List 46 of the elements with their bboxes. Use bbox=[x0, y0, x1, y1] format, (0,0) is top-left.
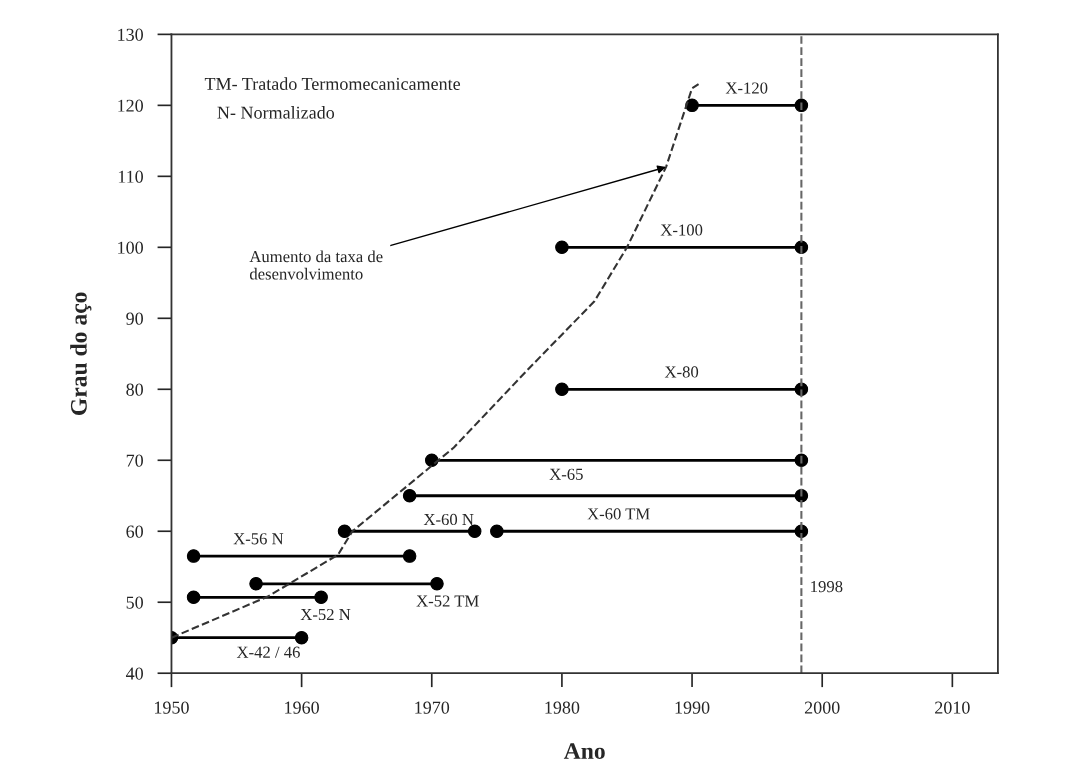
point bbox=[402, 549, 417, 563]
series-label: X-60 N bbox=[423, 513, 474, 526]
series-label: X-60 TM bbox=[587, 508, 650, 520]
series-label: X-56 N bbox=[233, 533, 284, 545]
y-tick-label: 50 bbox=[126, 596, 143, 609]
series-label: X-52 TM bbox=[416, 595, 479, 607]
ref-line-label: 1998 bbox=[811, 580, 843, 593]
y-tick-label: 120 bbox=[118, 99, 143, 112]
x-tick-label: 1980 bbox=[545, 701, 580, 714]
point bbox=[555, 240, 569, 255]
y-tick-label: 60 bbox=[126, 525, 143, 538]
point bbox=[186, 590, 201, 605]
point bbox=[186, 549, 201, 563]
y-tick-label: 100 bbox=[118, 241, 143, 254]
x-tick-label: 1970 bbox=[415, 701, 450, 714]
series-label: X-100 bbox=[660, 224, 703, 236]
point bbox=[430, 577, 444, 591]
y-tick-label: 110 bbox=[118, 170, 143, 183]
annotation: N- Normalizado bbox=[217, 106, 335, 119]
point bbox=[467, 524, 482, 539]
x-tick-label: 1960 bbox=[285, 701, 319, 714]
y-tick-label: 70 bbox=[126, 454, 143, 467]
point bbox=[337, 524, 352, 539]
annotation: TM- Tratado Termomecanicamente bbox=[204, 77, 461, 90]
x-tick-label: 1950 bbox=[155, 701, 189, 714]
point bbox=[249, 577, 263, 591]
y-tick-label: 40 bbox=[125, 667, 143, 680]
y-tick-label: 80 bbox=[126, 383, 143, 396]
series-label: X-120 bbox=[725, 82, 768, 94]
point bbox=[685, 98, 699, 113]
y-axis-title: Grau do aço bbox=[70, 292, 92, 415]
series-label: X-80 bbox=[664, 366, 699, 378]
point bbox=[555, 382, 569, 397]
y-tick-label: 90 bbox=[126, 312, 143, 325]
x-axis-title: Ano bbox=[563, 743, 605, 759]
x-tick-label: 1990 bbox=[675, 701, 710, 714]
point bbox=[490, 524, 504, 539]
series-label: X-52 N bbox=[300, 608, 351, 621]
x-tick-label: 2010 bbox=[935, 701, 970, 714]
y-tick-label: 130 bbox=[118, 28, 143, 41]
series-label: X-42 / 46 bbox=[236, 646, 300, 658]
point bbox=[314, 590, 328, 605]
x-tick-label: 2000 bbox=[804, 701, 840, 714]
annotation: Aumento da taxa de desenvolvimento bbox=[249, 250, 383, 280]
series-label: X-65 bbox=[549, 468, 583, 480]
point bbox=[402, 488, 417, 503]
